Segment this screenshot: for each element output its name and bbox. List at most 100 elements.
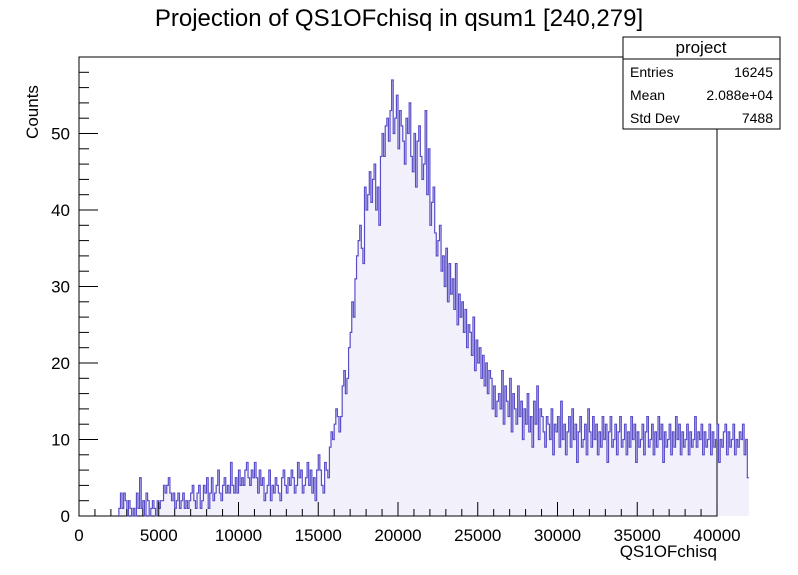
histogram-bin [248,477,250,516]
histogram-bin [600,447,603,516]
histogram-bin [739,431,741,516]
histogram-bin [291,470,293,516]
histogram-bin [477,363,480,516]
histogram-bin [635,462,638,516]
histogram-bin [712,431,714,516]
histogram-bin [307,462,309,516]
histogram-bin [176,500,178,516]
histogram-bin [153,508,156,516]
histogram-bin [190,493,193,516]
histogram-bin [524,408,526,516]
histogram-bin [375,210,378,516]
x-tick-label: 35000 [614,526,661,545]
histogram-bin [511,431,513,516]
histogram-bin [512,393,515,516]
histogram-bin [369,171,371,516]
histogram-bin [130,508,132,516]
histogram-bin [351,301,354,516]
histogram-bin [645,431,647,516]
histogram-bin [506,401,509,516]
histogram-bin [345,393,347,516]
stats-box: project Entries 16245 Mean 2.088e+04 Std… [622,36,781,130]
histogram-bin [485,363,488,516]
histogram-bin [592,416,595,516]
histogram-bin [691,447,694,516]
histogram-bin [578,431,580,516]
x-tick-label: 25000 [454,526,501,545]
histogram-bin [161,500,164,516]
histogram-bin [329,447,332,516]
stats-box-title: project [675,38,726,57]
histogram-bin [557,416,560,516]
histogram-bin [472,317,475,516]
histogram-bin [710,454,713,516]
histogram-bin [487,393,489,516]
histogram-bin [217,470,220,516]
histogram-bin [420,156,422,516]
histogram-bin [648,447,651,516]
histogram-bin [525,424,528,516]
histogram-bin [123,493,126,516]
histogram-bin [278,493,280,516]
histogram-bin [656,447,658,516]
histogram-bin [220,500,223,516]
histogram-bin [193,500,196,516]
histogram-bin [224,477,226,516]
histogram-bin [139,477,142,516]
histogram-bin [713,447,716,516]
histogram-bin [272,485,274,516]
histogram-bin [576,462,579,516]
histogram-bin [437,240,440,516]
histogram-bin [701,424,703,516]
histogram-bin [547,424,550,516]
histogram-bin [393,133,395,516]
histogram-bin [536,385,539,516]
histogram-bin [361,248,363,516]
histogram-bin [120,493,123,516]
histogram-bin [219,493,221,516]
histogram-bin [516,424,518,516]
histogram-bin [225,493,228,516]
histogram-bin [441,271,443,516]
x-tick-label: 20000 [374,526,421,545]
histogram-bin [661,424,663,516]
histogram-bin [179,508,182,516]
histogram-bin [543,431,545,516]
histogram-bin [581,447,584,516]
histogram-bin [555,431,558,516]
histogram-bin [598,431,601,516]
histogram-bin [458,294,461,516]
histogram-bin [402,141,405,516]
histogram-bin [444,286,446,516]
histogram-bin [340,416,343,516]
histogram-bin [745,439,748,516]
histogram-bin [321,485,324,516]
histogram-bin [549,439,552,516]
histogram-bin [651,424,654,516]
histogram-bin [736,439,738,516]
histogram-bin [614,424,617,516]
histogram-bin [551,408,553,516]
histogram-bin [378,225,381,517]
histogram-bin [442,255,445,516]
histogram-bin [642,424,644,516]
histogram-bin [595,424,598,516]
histogram-bin [678,424,681,516]
histogram-bin [169,493,172,516]
histogram-bin [302,493,304,516]
histogram-bin [468,324,470,516]
histogram-bin [632,439,635,516]
histogram-bin [216,485,218,516]
histogram-bin [583,439,585,516]
histogram-bin [177,493,180,516]
histogram-bin [259,470,261,516]
histogram-bin [591,447,593,516]
histogram-bin [717,424,719,516]
histogram-bin [407,133,410,516]
histogram-bin [616,454,619,516]
histogram-bin [428,148,430,517]
histogram-bin [254,462,257,516]
histogram-bin [699,439,702,516]
histogram-bin [409,102,411,517]
histogram-bin [383,156,386,516]
